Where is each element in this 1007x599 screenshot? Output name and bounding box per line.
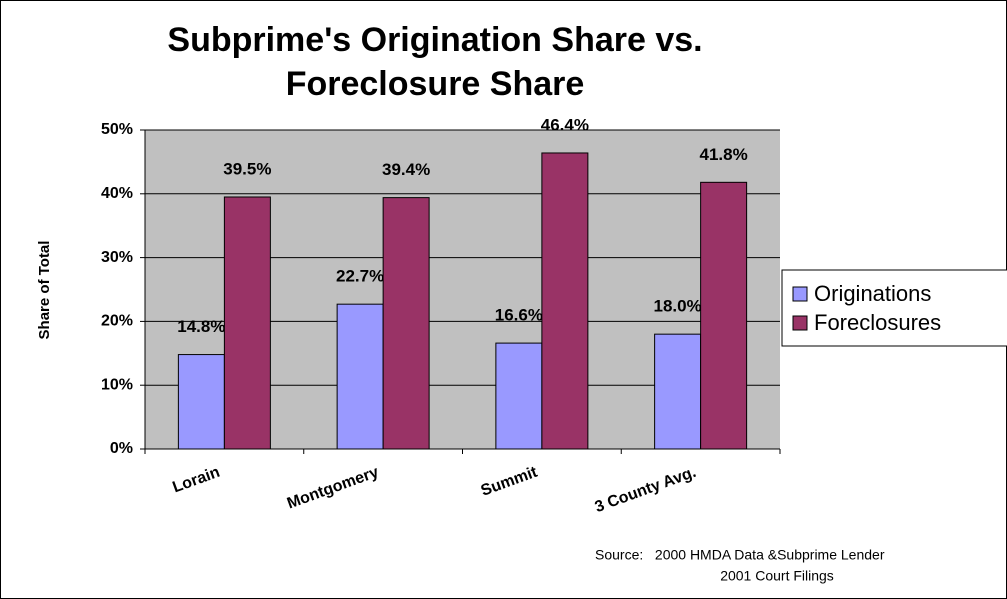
legend-label: Foreclosures xyxy=(814,310,941,335)
bar xyxy=(541,152,589,450)
x-tick-label: Montgomery xyxy=(285,464,381,513)
bar xyxy=(382,197,430,450)
y-tick-label: 30% xyxy=(101,249,133,266)
data-label: 16.6% xyxy=(495,306,543,325)
y-tick-label: 50% xyxy=(101,121,133,138)
data-label: 39.4% xyxy=(382,160,430,179)
legend-swatch xyxy=(792,286,808,302)
legend-label: Originations xyxy=(814,281,931,306)
y-tick-label: 10% xyxy=(101,376,133,393)
y-tick-label: 20% xyxy=(101,313,133,330)
legend xyxy=(781,269,1007,347)
data-label: 14.8% xyxy=(177,317,225,336)
x-tick-label: 3 County Avg. xyxy=(593,464,699,516)
x-tick-label: Summit xyxy=(479,464,541,500)
data-label: 39.5% xyxy=(223,159,271,178)
y-tick-label: 0% xyxy=(110,440,133,457)
bar xyxy=(177,354,225,450)
bar xyxy=(700,181,748,450)
bar xyxy=(654,333,702,450)
x-tick-label: Lorain xyxy=(170,464,222,497)
bar xyxy=(336,303,384,450)
chart-title: Subprime's Origination Share vs. Foreclo… xyxy=(167,21,703,103)
data-label: 18.0% xyxy=(654,297,702,316)
source-note: 2001 Court Filings xyxy=(720,568,834,584)
data-label: 41.8% xyxy=(700,145,748,164)
legend-swatch xyxy=(792,315,808,331)
bar xyxy=(495,342,543,450)
source-note: Source: 2000 HMDA Data &Subprime Lender xyxy=(595,547,885,563)
data-label: 22.7% xyxy=(336,267,384,286)
data-label: 46.4% xyxy=(541,115,589,134)
y-tick-label: 40% xyxy=(101,185,133,202)
bar xyxy=(223,196,271,450)
y-axis-label: Share of Total xyxy=(36,241,53,340)
